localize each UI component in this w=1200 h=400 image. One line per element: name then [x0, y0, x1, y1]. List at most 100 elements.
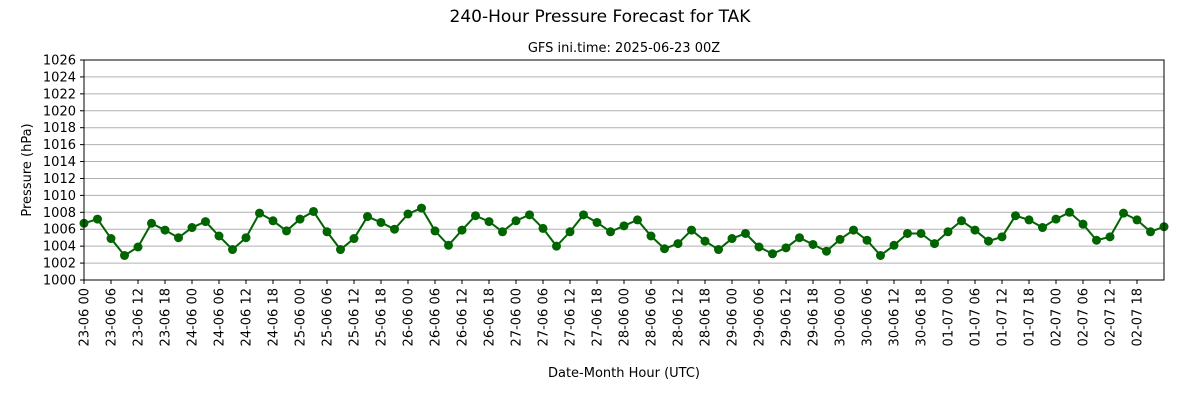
y-tick-label: 1002: [43, 257, 76, 272]
data-point: 01-07 15: 1007.6 hPa: [1011, 211, 1020, 221]
data-point: 27-06 00: 1007 hPa: [511, 216, 521, 226]
x-tick-label: 02-07 06: [1077, 288, 1092, 346]
data-point: 01-07 06: 1005.9 hPa: [970, 225, 980, 235]
data-point: 02-07 21: 1005.7 hPa: [1146, 227, 1155, 237]
x-tick-label: 26-06 00: [402, 288, 417, 346]
data-point: 02-07 00: 1007.2 hPa: [1051, 214, 1061, 224]
x-tick-label: 01-07 00: [942, 288, 957, 346]
data-point: 25-06 09: 1003.6 hPa: [336, 245, 345, 255]
data-point: 23-06 12: 1003.9 hPa: [133, 242, 143, 252]
data-point: 01-07 12: 1005.1 hPa: [997, 232, 1007, 242]
data-point: 30-06 03: 1005.9 hPa: [849, 225, 858, 235]
data-point: 30-06 12: 1004.1 hPa: [889, 240, 899, 250]
data-point: 26-06 00: 1007.8 hPa: [403, 209, 413, 219]
data-point: 24-06 21: 1005.8 hPa: [282, 226, 291, 236]
data-point: 01-07 03: 1007 hPa: [957, 216, 966, 226]
x-tick-label: 02-07 18: [1131, 288, 1146, 346]
data-point: 28-06 21: 1003.6 hPa: [714, 245, 723, 255]
y-tick-label: 1010: [43, 189, 76, 204]
data-point: 27-06 06: 1006.1 hPa: [538, 223, 548, 233]
x-tick-label: 01-07 06: [969, 288, 984, 346]
y-tick-label: 1024: [43, 70, 76, 85]
data-point: 26-06 12: 1005.9 hPa: [457, 225, 467, 235]
data-point: 25-06 00: 1007.2 hPa: [295, 214, 305, 224]
data-point: 02-07 18: 1007.1 hPa: [1132, 215, 1142, 225]
data-point: 24-06 18: 1007 hPa: [268, 216, 278, 226]
data-point: 28-06 00: 1006.4 hPa: [619, 221, 629, 231]
y-tick-label: 1004: [43, 240, 76, 255]
data-point: 24-06 12: 1005 hPa: [241, 233, 251, 243]
x-tick-label: 28-06 12: [672, 288, 687, 346]
x-tick-label: 23-06 06: [105, 288, 120, 346]
x-tick-label: 26-06 06: [429, 288, 444, 346]
data-point: 29-06 00: 1004.9 hPa: [727, 234, 737, 244]
x-tick-label: 25-06 00: [294, 288, 309, 346]
data-point: 27-06 09: 1004 hPa: [552, 241, 561, 251]
x-tick-label: 24-06 06: [213, 288, 228, 346]
x-tick-label: 25-06 18: [375, 288, 390, 346]
data-point: 23-06 21: 1005 hPa: [174, 233, 183, 243]
x-tick-label: 30-06 06: [861, 288, 876, 346]
x-tick-label: 28-06 18: [699, 288, 714, 346]
x-tick-label: 29-06 06: [753, 288, 768, 346]
data-point: 25-06 03: 1008.1 hPa: [309, 206, 318, 216]
y-axis: 1000 1002 1004 1006 1008 1010 1012 1014 1016 1018…: [43, 54, 84, 289]
data-point: 24-06 06: 1005.2 hPa: [214, 231, 224, 241]
data-point: 30-06 00: 1004.8 hPa: [835, 234, 845, 244]
grid-lines: [84, 59, 1164, 281]
y-tick-label: 1008: [43, 206, 76, 221]
data-point: 02-07 06: 1006.6 hPa: [1078, 219, 1088, 229]
x-tick-label: 01-07 18: [1023, 288, 1038, 346]
data-point: 24-06 03: 1006.9 hPa: [201, 217, 210, 227]
series-line: [83, 206, 1165, 257]
data-point: 02-07 12: 1005.1 hPa: [1105, 232, 1115, 242]
x-tick-label: 23-06 18: [159, 288, 174, 346]
x-tick-label: 27-06 18: [591, 288, 606, 346]
x-axis: 23-06 00 23-06 06 23-06 12 23-06 18 24-06 00…: [78, 280, 1146, 346]
data-point: 30-06 09: 1002.9 hPa: [876, 250, 885, 260]
data-point: 27-06 21: 1005.7 hPa: [606, 227, 615, 237]
data-point: 28-06 12: 1004.3 hPa: [673, 239, 683, 249]
x-tick-label: 26-06 18: [483, 288, 498, 346]
x-tick-label: 29-06 18: [807, 288, 822, 346]
x-tick-label: 23-06 00: [78, 288, 93, 346]
data-point: 29-06 12: 1003.8 hPa: [781, 243, 791, 253]
data-point: 29-06 21: 1003.4 hPa: [822, 246, 831, 256]
data-point: 23-06 15: 1006.7 hPa: [147, 218, 156, 228]
x-tick-label: 30-06 00: [834, 288, 849, 346]
x-tick-label: 02-07 00: [1050, 288, 1065, 346]
chart-subtitle: GFS ini.time: 2025-06-23 00Z: [528, 41, 720, 56]
x-tick-label: 26-06 12: [456, 288, 471, 346]
data-point: 24-06 15: 1007.9 hPa: [255, 208, 264, 218]
y-axis-label: Pressure (hPa): [20, 123, 35, 216]
data-point: 30-06 06: 1004.7 hPa: [862, 235, 872, 245]
data-point: 25-06 06: 1005.7 hPa: [322, 227, 332, 237]
x-tick-label: 24-06 00: [186, 288, 201, 346]
data-point: 28-06 18: 1004.6 hPa: [700, 236, 710, 246]
y-tick-label: 1006: [43, 223, 76, 238]
y-tick-label: 1016: [43, 138, 76, 153]
data-point: 29-06 15: 1005 hPa: [795, 233, 804, 243]
data-point: 26-06 03: 1008.5 hPa: [417, 203, 426, 213]
y-tick-label: 1022: [43, 87, 76, 102]
data-point: 27-06 15: 1007.7 hPa: [579, 210, 588, 220]
chart-title: 240-Hour Pressure Forecast for TAK: [450, 7, 752, 27]
data-point: 01-07 18: 1007.1 hPa: [1024, 215, 1034, 225]
data-point: 23-06 03: 1007.2 hPa: [93, 214, 102, 224]
x-tick-label: 24-06 18: [267, 288, 282, 346]
data-point: 26-06 06: 1005.8 hPa: [430, 226, 440, 236]
data-point: 01-07 09: 1004.6 hPa: [984, 236, 993, 246]
data-point: 23-06 06: 1004.9 hPa: [106, 234, 116, 244]
x-tick-label: 29-06 12: [780, 288, 795, 346]
data-point: 02-07 03: 1008 hPa: [1065, 207, 1074, 217]
data-point: 29-06 18: 1004.2 hPa: [808, 239, 818, 249]
x-tick-label: 02-07 12: [1104, 288, 1119, 346]
data-point: 02-07 09: 1004.7 hPa: [1092, 235, 1101, 245]
data-point: 28-06 09: 1003.7 hPa: [660, 244, 669, 254]
data-point: 28-06 15: 1005.9 hPa: [687, 225, 696, 235]
data-point: 26-06 21: 1005.7 hPa: [498, 227, 507, 237]
x-tick-label: 29-06 00: [726, 288, 741, 346]
data-point: 28-06 06: 1005.2 hPa: [646, 231, 656, 241]
